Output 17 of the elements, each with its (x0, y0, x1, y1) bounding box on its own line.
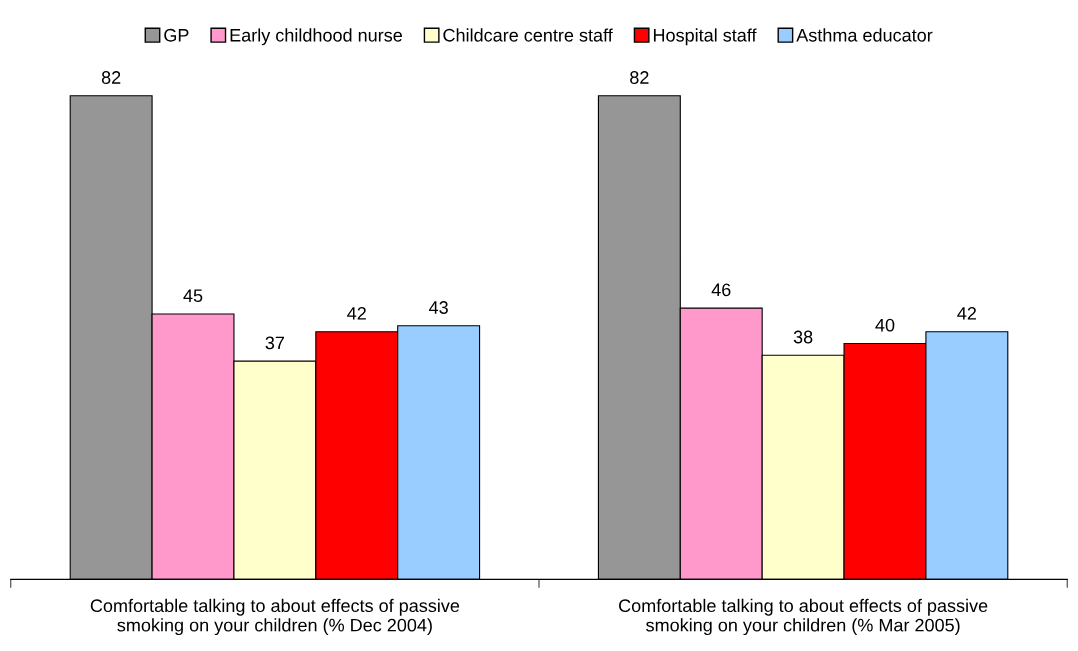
data-label: 82 (630, 71, 649, 84)
data-label: 42 (347, 307, 366, 320)
x-tick-label: Comfortable talking to about effects of passive smoking on your children (% Dec 2004) (90, 598, 460, 636)
data-label: 38 (793, 330, 813, 344)
legend-label: Early childhood nurse (230, 28, 402, 46)
legend-label: Asthma educator (796, 28, 933, 42)
data-label: 46 (711, 283, 731, 297)
legend-label: Hospital staff (653, 28, 757, 46)
data-label: 42 (957, 307, 976, 320)
legend-label: GP (164, 28, 189, 42)
data-label: 82 (101, 71, 121, 84)
data-label: 43 (429, 301, 448, 314)
data-label: 37 (265, 336, 285, 350)
data-label: 40 (875, 318, 895, 332)
legend-label: Childcare centre staff (443, 28, 613, 42)
x-tick-label: Comfortable talking to about effects of passive smoking on your children (% Mar 2005) (619, 598, 988, 636)
data-label: 45 (183, 289, 203, 303)
